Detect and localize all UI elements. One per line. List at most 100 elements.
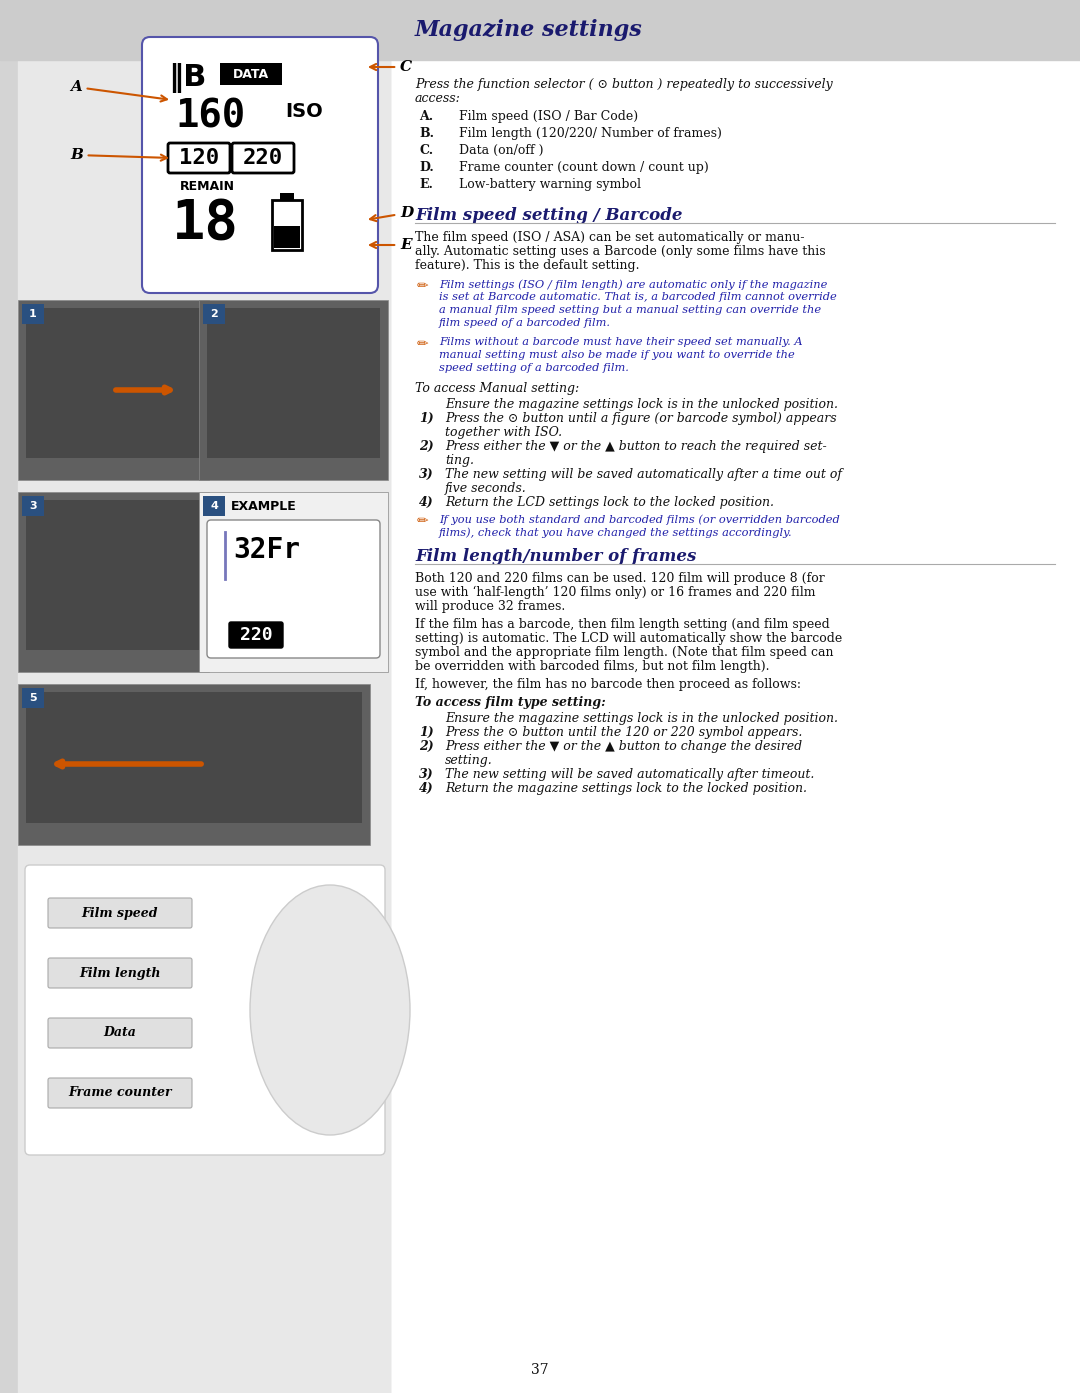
Text: Press the function selector ( ⊙ button ) repeatedly to successively: Press the function selector ( ⊙ button )…	[415, 78, 833, 91]
Text: Ensure the magazine settings lock is in the unlocked position.: Ensure the magazine settings lock is in …	[445, 398, 838, 411]
Bar	[26, 500, 201, 651]
Text: Frame counter: Frame counter	[68, 1087, 172, 1099]
Text: Film speed (ISO / Bar Code): Film speed (ISO / Bar Code)	[459, 110, 638, 123]
Text: To access film type setting:: To access film type setting:	[415, 696, 606, 709]
FancyBboxPatch shape	[232, 143, 294, 173]
Text: 120: 120	[179, 148, 219, 169]
Text: 4: 4	[211, 501, 218, 511]
Text: D.: D.	[419, 162, 434, 174]
Text: 3: 3	[29, 501, 37, 511]
Text: ting.: ting.	[445, 454, 474, 467]
FancyBboxPatch shape	[141, 38, 378, 293]
Text: 2): 2)	[419, 440, 434, 453]
Text: films), check that you have changed the settings accordingly.: films), check that you have changed the …	[438, 527, 793, 538]
Text: E.: E.	[419, 178, 433, 191]
Text: The new setting will be saved automatically after a time out of: The new setting will be saved automatica…	[445, 468, 842, 481]
Text: access:: access:	[415, 92, 461, 104]
Bar	[199, 299, 388, 481]
Text: 220: 220	[243, 148, 283, 169]
Text: 160: 160	[175, 98, 245, 135]
Text: Both 120 and 220 films can be used. 120 film will produce 8 (for: Both 120 and 220 films can be used. 120 …	[415, 573, 825, 585]
Bar	[26, 308, 201, 458]
Bar	[199, 492, 388, 671]
Text: Magazine settings: Magazine settings	[415, 20, 643, 40]
Text: DATA: DATA	[233, 67, 269, 81]
Text: five seconds.: five seconds.	[445, 482, 527, 495]
Text: If you use both standard and barcoded films (or overridden barcoded: If you use both standard and barcoded fi…	[438, 514, 840, 525]
FancyBboxPatch shape	[48, 1078, 192, 1107]
Text: Low-battery warning symbol: Low-battery warning symbol	[459, 178, 642, 191]
Bar	[18, 299, 210, 481]
Text: D: D	[370, 206, 414, 221]
Bar	[203, 304, 225, 325]
Text: E: E	[370, 238, 411, 252]
FancyBboxPatch shape	[48, 898, 192, 928]
Text: B: B	[70, 148, 167, 162]
Bar	[22, 304, 44, 325]
Text: To access Manual setting:: To access Manual setting:	[415, 382, 579, 396]
Bar	[272, 201, 302, 249]
Text: Film speed: Film speed	[82, 907, 159, 919]
Text: 5: 5	[29, 692, 37, 703]
Text: 220: 220	[240, 625, 272, 644]
FancyBboxPatch shape	[48, 958, 192, 988]
Bar	[22, 496, 44, 515]
Text: 3): 3)	[419, 468, 434, 481]
Text: Film settings (ISO / film length) are automatic only if the magazine: Film settings (ISO / film length) are au…	[438, 279, 827, 290]
Text: be overridden with barcoded films, but not film length).: be overridden with barcoded films, but n…	[415, 660, 769, 673]
Text: EXAMPLE: EXAMPLE	[231, 500, 297, 513]
Text: Ensure the magazine settings lock is in the unlocked position.: Ensure the magazine settings lock is in …	[445, 712, 838, 724]
Text: If the film has a barcode, then film length setting (and film speed: If the film has a barcode, then film len…	[415, 618, 829, 631]
FancyBboxPatch shape	[207, 520, 380, 657]
Text: 32Fr: 32Fr	[233, 536, 300, 564]
Bar	[18, 0, 390, 1393]
Text: Data: Data	[104, 1027, 136, 1039]
Text: symbol and the appropriate film length. (Note that film speed can: symbol and the appropriate film length. …	[415, 646, 834, 659]
Bar	[22, 688, 44, 708]
Bar	[0, 0, 1080, 60]
Text: 4): 4)	[419, 496, 434, 508]
Text: Return the LCD settings lock to the locked position.: Return the LCD settings lock to the lock…	[445, 496, 774, 508]
Text: Press the ⊙ button until the 120 or 220 symbol appears.: Press the ⊙ button until the 120 or 220 …	[445, 726, 802, 740]
Text: Film speed setting / Barcode: Film speed setting / Barcode	[415, 208, 683, 224]
Text: manual setting must also be made if you want to override the: manual setting must also be made if you …	[438, 350, 795, 359]
Text: Return the magazine settings lock to the locked position.: Return the magazine settings lock to the…	[445, 781, 807, 795]
Text: ✏: ✏	[417, 514, 429, 528]
Text: setting) is automatic. The LCD will automatically show the barcode: setting) is automatic. The LCD will auto…	[415, 632, 842, 645]
Text: C: C	[370, 60, 413, 74]
Text: The film speed (ISO / ASA) can be set automatically or manu-: The film speed (ISO / ASA) can be set au…	[415, 231, 805, 244]
Text: C.: C.	[419, 143, 433, 157]
Text: feature). This is the default setting.: feature). This is the default setting.	[415, 259, 639, 272]
Text: The new setting will be saved automatically after timeout.: The new setting will be saved automatica…	[445, 768, 814, 781]
Text: ally. Automatic setting uses a Barcode (only some films have this: ally. Automatic setting uses a Barcode (…	[415, 245, 825, 258]
Text: Film length (120/220/ Number of frames): Film length (120/220/ Number of frames)	[459, 127, 721, 141]
Text: If, however, the film has no barcode then proceed as follows:: If, however, the film has no barcode the…	[415, 678, 801, 691]
Text: 37: 37	[531, 1362, 549, 1378]
Text: will produce 32 frames.: will produce 32 frames.	[415, 600, 565, 613]
Text: use with ‘half-length’ 120 films only) or 16 frames and 220 film: use with ‘half-length’ 120 films only) o…	[415, 586, 815, 599]
Text: 18: 18	[172, 196, 239, 249]
FancyBboxPatch shape	[48, 1018, 192, 1048]
Text: Frame counter (count down / count up): Frame counter (count down / count up)	[459, 162, 708, 174]
Bar	[280, 194, 294, 201]
Text: setting.: setting.	[445, 754, 492, 768]
Bar	[0, 0, 390, 1393]
Text: 1: 1	[29, 309, 37, 319]
Bar	[18, 492, 210, 671]
Text: Film length: Film length	[79, 967, 161, 979]
FancyBboxPatch shape	[25, 865, 384, 1155]
Text: 1): 1)	[419, 726, 434, 740]
Text: Films without a barcode must have their speed set manually. A: Films without a barcode must have their …	[438, 337, 802, 347]
Text: A.: A.	[419, 110, 433, 123]
Text: ‖B: ‖B	[168, 63, 206, 93]
Bar	[26, 692, 362, 823]
Text: B.: B.	[419, 127, 434, 141]
Text: REMAIN: REMAIN	[180, 180, 235, 194]
FancyBboxPatch shape	[168, 143, 230, 173]
Text: 1): 1)	[419, 412, 434, 425]
Text: is set at Barcode automatic. That is, a barcoded film cannot override: is set at Barcode automatic. That is, a …	[438, 293, 837, 302]
Text: Data (on/off ): Data (on/off )	[459, 143, 543, 157]
Text: speed setting of a barcoded film.: speed setting of a barcoded film.	[438, 364, 629, 373]
Bar	[207, 308, 380, 458]
Text: film speed of a barcoded film.: film speed of a barcoded film.	[438, 318, 611, 327]
